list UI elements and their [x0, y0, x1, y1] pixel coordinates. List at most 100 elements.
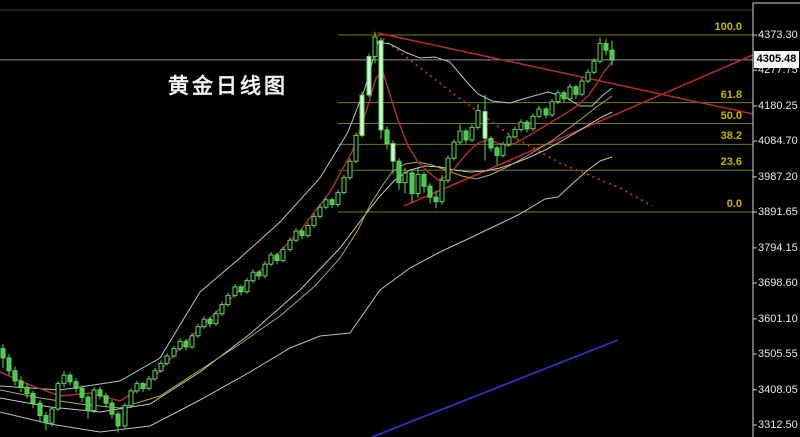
axis-price-label: 3698.60 — [758, 277, 798, 290]
candle — [323, 199, 329, 208]
candle — [549, 101, 555, 116]
candle — [561, 92, 567, 100]
candle — [475, 109, 481, 128]
ma-slow — [0, 95, 613, 409]
candle — [353, 134, 359, 162]
fib-label-23.6: 23.6 — [720, 156, 742, 169]
candle — [67, 374, 73, 383]
candle — [524, 121, 530, 130]
candle — [536, 108, 542, 117]
current-price-box: 4305.48 — [754, 50, 799, 68]
fib-label-50.0: 50.0 — [720, 109, 742, 122]
candle — [238, 286, 244, 293]
candle — [128, 390, 134, 407]
candle — [256, 271, 262, 277]
candle — [390, 143, 396, 162]
fib-label-61.8: 61.8 — [720, 88, 742, 101]
axis-price-label: 3987.20 — [758, 170, 798, 183]
candle — [317, 206, 323, 217]
axis-price-label: 3312.50 — [758, 418, 798, 431]
candle — [250, 271, 256, 282]
dotted-trendline — [377, 34, 653, 207]
candle — [573, 86, 579, 95]
candle — [103, 395, 109, 404]
axis-price-label: 3891.65 — [758, 206, 798, 219]
candle — [171, 348, 177, 357]
candle — [402, 172, 408, 184]
candle — [152, 370, 158, 380]
fib-label-38.2: 38.2 — [720, 130, 742, 143]
candle — [494, 147, 500, 156]
candle — [433, 196, 439, 203]
candle — [287, 239, 293, 250]
candle — [6, 357, 12, 372]
candle — [109, 402, 115, 415]
candle — [512, 129, 518, 138]
candle — [597, 43, 603, 62]
candle — [280, 248, 286, 261]
candle — [543, 108, 549, 116]
candle — [158, 362, 164, 372]
candle — [61, 374, 67, 385]
candle — [97, 389, 103, 397]
candle — [79, 387, 85, 398]
candle — [335, 191, 341, 206]
candle — [140, 383, 146, 389]
candle — [347, 160, 353, 179]
candle — [262, 263, 268, 277]
candle — [585, 71, 591, 82]
bb-lower — [0, 156, 613, 433]
candle — [49, 408, 55, 424]
candle — [506, 136, 512, 145]
candle — [469, 126, 475, 141]
candle — [244, 280, 250, 293]
candle — [445, 157, 451, 181]
candle — [305, 225, 311, 236]
candle — [134, 383, 140, 392]
candle — [530, 115, 536, 130]
candle — [421, 173, 427, 187]
chart-title: 黄金日线图 — [168, 73, 288, 98]
candle — [311, 215, 317, 227]
candle — [299, 230, 305, 236]
candle — [567, 86, 573, 100]
axis-price-label: 4373.30 — [758, 29, 798, 41]
candle — [146, 378, 152, 389]
candle — [213, 313, 219, 325]
candle — [115, 413, 121, 427]
candle — [219, 304, 225, 315]
candles-layer — [0, 31, 615, 433]
ma-fast — [0, 61, 613, 402]
candle — [518, 121, 524, 131]
candle — [122, 405, 128, 427]
candle — [409, 172, 415, 195]
axis-price-label: 3408.05 — [758, 383, 798, 396]
axis-price-label: 4084.70 — [758, 135, 798, 148]
candle — [372, 36, 378, 57]
candle — [201, 318, 207, 328]
candle — [0, 348, 6, 359]
candle — [366, 55, 372, 96]
candle — [18, 380, 24, 388]
candle — [451, 141, 457, 159]
candle — [415, 173, 421, 195]
candle — [85, 396, 91, 411]
candle — [91, 389, 97, 411]
candle — [359, 94, 365, 136]
candle — [24, 386, 30, 395]
candle — [195, 326, 201, 337]
candle — [439, 179, 445, 203]
candle — [55, 383, 61, 410]
candle — [268, 254, 274, 265]
candle — [37, 402, 43, 417]
candle — [427, 185, 433, 198]
fib-label-0.0: 0.0 — [726, 198, 742, 211]
axis-price-label: 3505.55 — [758, 347, 798, 360]
candle — [384, 129, 390, 145]
candle — [378, 40, 384, 131]
candle — [457, 130, 463, 143]
bb-upper — [0, 41, 613, 391]
candle — [500, 143, 506, 156]
